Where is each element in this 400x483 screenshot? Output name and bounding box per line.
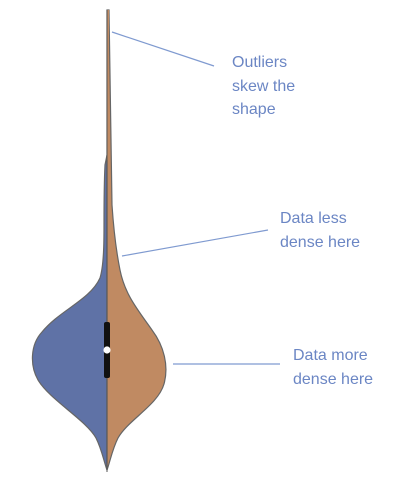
annotation-less-dense-line: Data less	[280, 210, 347, 227]
violin-left-half	[31, 154, 108, 471]
annotation-more-dense-line: dense here	[293, 371, 373, 388]
annotation-less-dense: Data less dense here	[280, 210, 360, 251]
leader-line-less-dense	[121, 229, 269, 257]
violin-right-half	[106, 9, 167, 471]
annotation-outliers: Outliers skew the shape	[232, 54, 300, 118]
annotation-more-dense-line: Data more	[293, 347, 368, 364]
annotation-outliers-line: skew the	[232, 78, 295, 95]
leader-line-outliers	[111, 31, 215, 67]
annotation-more-dense: Data more dense here	[293, 347, 373, 388]
annotation-outliers-line: Outliers	[232, 54, 287, 71]
annotation-outliers-line: shape	[232, 101, 276, 118]
median-dot	[103, 346, 111, 354]
annotation-less-dense-line: dense here	[280, 234, 360, 251]
